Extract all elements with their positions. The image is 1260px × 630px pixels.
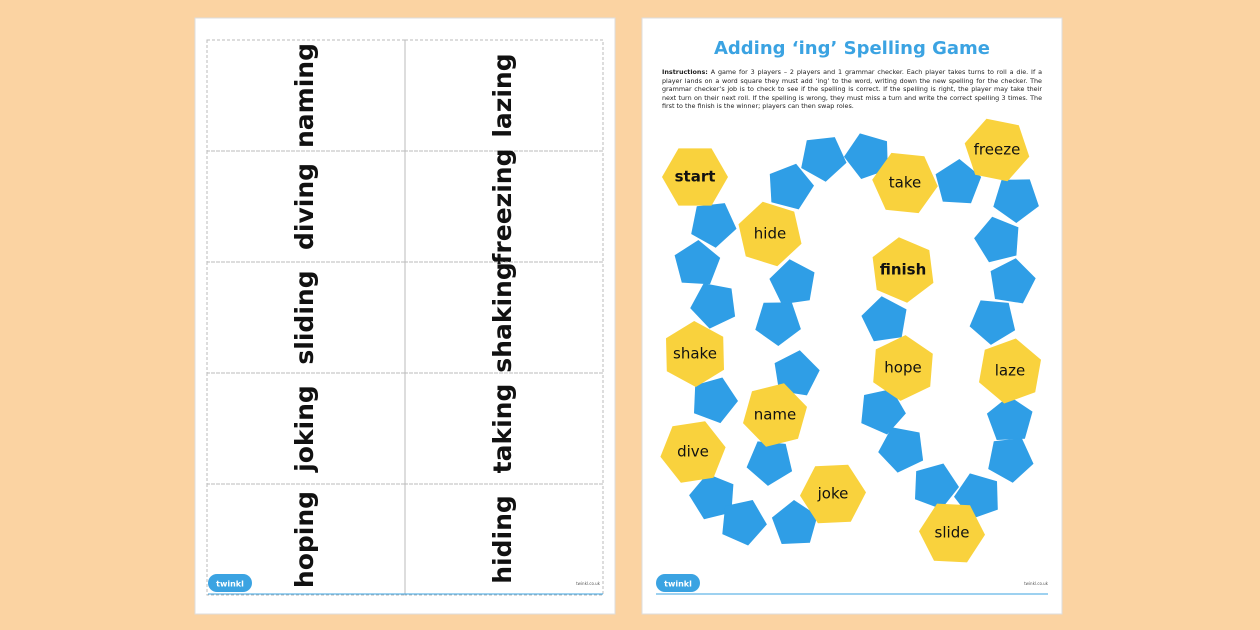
tile-word: hide xyxy=(754,225,786,243)
blue-space xyxy=(861,389,906,435)
card-word: shaking xyxy=(488,262,517,372)
blue-space xyxy=(986,396,1033,440)
logo-badge xyxy=(208,574,252,592)
tile-word: finish xyxy=(880,261,927,279)
tile-word: freeze xyxy=(974,141,1021,159)
url: twinkl.co.uk xyxy=(1024,581,1049,586)
card-word: taking xyxy=(488,384,517,474)
blue-space xyxy=(990,258,1036,304)
card xyxy=(206,150,406,263)
blue-space xyxy=(694,377,738,424)
word-space xyxy=(964,118,1030,182)
tile-word: hope xyxy=(884,359,921,377)
card-word: diving xyxy=(290,163,319,250)
card-grid: naming diving sliding joking hoping lazing fre… xyxy=(206,39,604,596)
word-space xyxy=(919,503,985,563)
tile-word: shake xyxy=(673,345,717,363)
card-word: joking xyxy=(290,385,319,473)
blue-space xyxy=(935,159,982,204)
tile-word: laze xyxy=(995,362,1025,380)
card-word: hiding xyxy=(488,495,517,584)
card xyxy=(206,39,406,152)
card-word: freezing xyxy=(488,149,517,265)
tile-word: take xyxy=(889,174,921,192)
card xyxy=(206,261,406,374)
instructions-label: Instructions: xyxy=(662,68,708,76)
word-space xyxy=(873,335,933,401)
blue-space xyxy=(988,438,1034,483)
blue-space xyxy=(969,300,1016,345)
blue-space xyxy=(915,463,959,510)
blue-space xyxy=(690,283,736,329)
word-space xyxy=(738,201,802,267)
card xyxy=(404,261,604,374)
card-word: lazing xyxy=(488,53,517,137)
blue-space xyxy=(769,259,815,305)
instructions: Instructions: A game for 3 players – 2 p… xyxy=(662,68,1042,111)
word-space xyxy=(800,464,866,524)
card-word: hoping xyxy=(290,491,319,588)
word-space xyxy=(979,338,1041,404)
word-space xyxy=(666,321,724,387)
url: twinkl.co.uk xyxy=(576,581,601,586)
blue-space xyxy=(861,296,907,342)
blue-space xyxy=(844,133,888,179)
card xyxy=(404,150,604,263)
word-space xyxy=(662,148,728,206)
tile-word: start xyxy=(675,168,716,186)
blue-space xyxy=(878,427,924,473)
logo-badge xyxy=(656,574,700,592)
blue-space xyxy=(691,203,737,248)
word-space xyxy=(872,152,938,214)
word-space xyxy=(872,237,934,303)
logo: twinkl xyxy=(216,580,244,589)
card xyxy=(206,372,406,485)
card xyxy=(404,39,604,152)
footer-left: twinkl twinkl.co.uk xyxy=(208,574,603,595)
word-space xyxy=(743,383,807,447)
blue-space xyxy=(993,179,1039,223)
blue-space xyxy=(771,500,818,544)
tile-word: slide xyxy=(935,524,970,542)
instructions-text: A game for 3 players – 2 players and 1 g… xyxy=(662,68,1042,111)
blue-space xyxy=(801,137,847,182)
blue-space xyxy=(755,302,801,346)
logo: twinkl xyxy=(664,580,692,589)
word-space xyxy=(660,421,726,483)
board: start take freeze hide finish shake hope laze na… xyxy=(660,118,1041,563)
tile-word: name xyxy=(754,406,797,424)
blue-space xyxy=(746,441,793,486)
footer-right: twinkl twinkl.co.uk xyxy=(656,574,1049,595)
blue-space xyxy=(974,216,1019,263)
card-word: sliding xyxy=(290,270,319,364)
blue-space xyxy=(722,500,767,546)
card xyxy=(404,372,604,485)
blue-space xyxy=(674,240,721,285)
game-title: Adding ‘ing’ Spelling Game xyxy=(714,38,990,59)
blue-space xyxy=(774,350,820,396)
card xyxy=(404,483,604,596)
blue-space xyxy=(769,163,814,210)
tile-word: joke xyxy=(817,485,849,503)
tile-word: dive xyxy=(677,443,709,461)
card-word: naming xyxy=(290,43,319,148)
blue-space xyxy=(689,473,734,520)
card xyxy=(206,483,406,596)
